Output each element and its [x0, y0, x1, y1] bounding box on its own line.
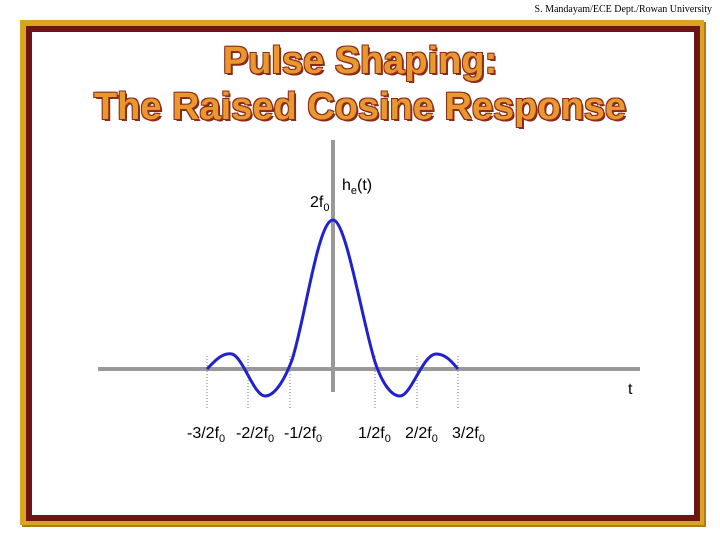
raised-cosine-curve — [205, 218, 460, 398]
tick-label: -2/2f0 — [236, 425, 274, 445]
slide-title-line-1: Pulse Shaping: — [222, 40, 498, 82]
tick-label: 3/2f0 — [452, 425, 485, 445]
slide-title: Pulse Shaping: The Raised Cosine Respons… — [0, 38, 720, 130]
function-label: he(t) — [342, 177, 372, 197]
tick-label: 1/2f0 — [358, 425, 391, 445]
tick-label: -1/2f0 — [284, 425, 322, 445]
slide-area — [32, 32, 694, 515]
tick-label: -3/2f0 — [187, 425, 225, 445]
t-axis-label: t — [628, 381, 633, 398]
slide-title-line-2: The Raised Cosine Response — [93, 86, 627, 128]
tick-labels: -3/2f0 -2/2f0 -1/2f0 1/2f0 2/2f0 3/2f0 — [187, 425, 485, 445]
peak-label: 2f0 — [310, 194, 329, 214]
tick-label: 2/2f0 — [405, 425, 438, 445]
header-credit: S. Mandayam/ECE Dept./Rowan University — [534, 4, 712, 15]
